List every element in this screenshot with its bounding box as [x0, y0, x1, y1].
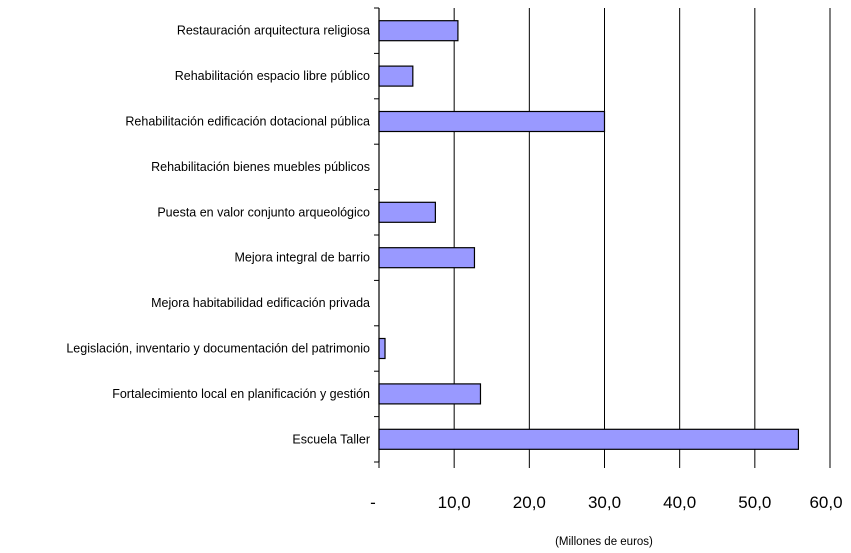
x-tick-label-0: -: [370, 493, 376, 512]
category-labels: Restauración arquitectura religiosa Rehab…: [66, 24, 370, 447]
bar-4: [378, 201, 436, 223]
category-label-4: Puesta en valor conjunto arqueológico: [157, 205, 370, 219]
category-label-8: Fortalecimiento local en planificación y…: [112, 387, 370, 401]
axes: [374, 7, 831, 468]
category-label-7: Legislación, inventario y documentación …: [66, 342, 370, 356]
category-label-9: Escuela Taller: [292, 432, 370, 446]
category-label-0: Restauración arquitectura religiosa: [177, 24, 370, 38]
x-tick-label-6: 60,0: [809, 493, 842, 512]
bar-1: [378, 65, 414, 87]
bar-0: [378, 20, 459, 42]
x-tick-label-1: 10,0: [438, 493, 471, 512]
gridlines: [453, 8, 831, 462]
category-label-2: Rehabilitación edificación dotacional pú…: [125, 115, 370, 129]
bar-9: [378, 428, 800, 450]
category-label-6: Mejora habitabilidad edificación privada: [151, 296, 370, 310]
bar-8: [378, 383, 482, 405]
x-tick-label-2: 20,0: [513, 493, 546, 512]
x-tick-label-3: 30,0: [588, 493, 621, 512]
bar-7: [378, 337, 386, 360]
x-tick-label-5: 50,0: [738, 493, 771, 512]
category-label-3: Rehabilitación bienes muebles públicos: [151, 160, 370, 174]
category-label-1: Rehabilitación espacio libre público: [175, 69, 370, 83]
x-axis-title: (Millones de euros): [555, 536, 653, 548]
x-tick-label-4: 40,0: [663, 493, 696, 512]
bars: [378, 20, 800, 450]
bar-2: [378, 110, 606, 133]
tick-labels: - 10,0 20,0 30,0 40,0 50,0 60,0: [370, 493, 842, 512]
category-label-5: Mejora integral de barrio: [235, 251, 371, 265]
bar-5: [378, 247, 476, 269]
